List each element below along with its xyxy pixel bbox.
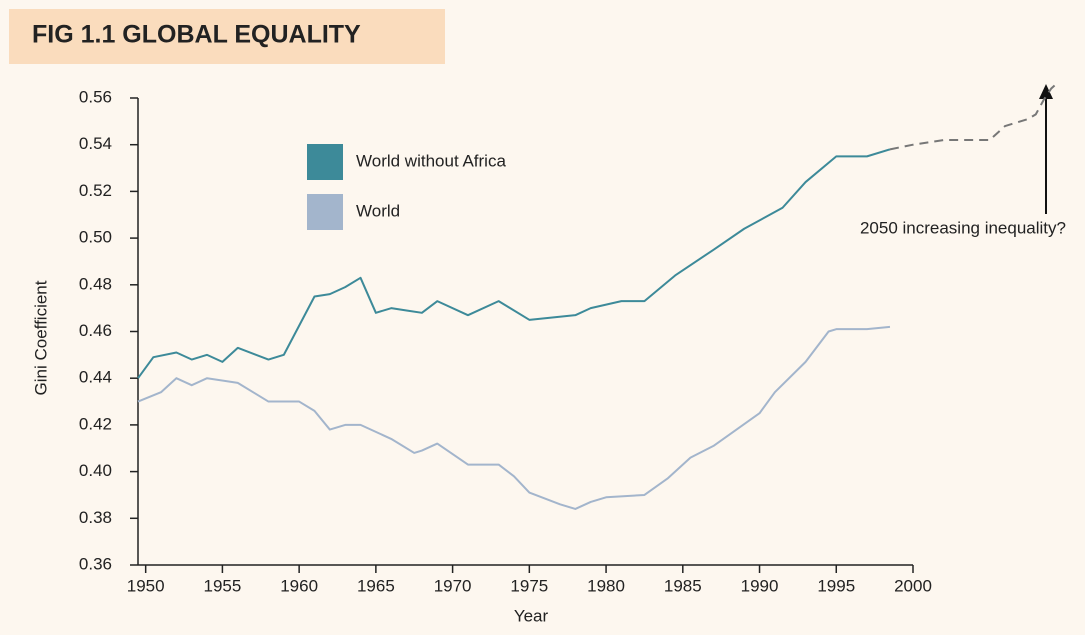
- y-tick-label: 0.48: [79, 274, 112, 293]
- x-tick-label: 1980: [587, 576, 625, 595]
- x-tick-label: 1955: [203, 576, 241, 595]
- y-axis-label: Gini Coefficient: [31, 280, 50, 395]
- y-tick-label: 0.46: [79, 321, 112, 340]
- x-tick-label: 1970: [434, 576, 472, 595]
- series-line: [137, 325, 891, 510]
- x-tick-label: 1975: [510, 576, 548, 595]
- x-tick-label: 1960: [280, 576, 318, 595]
- y-tick-label: 0.52: [79, 181, 112, 200]
- legend-swatch: [307, 194, 343, 230]
- title-box: [9, 9, 445, 64]
- chart-title: FIG 1.1 GLOBAL EQUALITY: [32, 21, 361, 49]
- x-tick-label: 1985: [664, 576, 702, 595]
- y-tick-label: 0.40: [79, 461, 112, 480]
- x-tick-label: 1950: [127, 576, 165, 595]
- x-tick-label: 2000: [894, 576, 932, 595]
- x-tick-label: 1995: [817, 576, 855, 595]
- annotation: 2050 increasing inequality?: [860, 218, 1066, 237]
- legend-label: World: [356, 201, 400, 220]
- y-tick-label: 0.36: [79, 554, 112, 573]
- legend-swatch: [307, 144, 343, 180]
- x-axis-label: Year: [514, 606, 549, 625]
- y-tick-label: 0.54: [79, 134, 112, 153]
- y-tick-label: 0.42: [79, 414, 112, 433]
- x-tick-label: 1965: [357, 576, 395, 595]
- x-tick-label: 1990: [741, 576, 779, 595]
- projection-line: [889, 80, 1060, 151]
- y-tick-label: 0.50: [79, 228, 112, 247]
- y-tick-label: 0.56: [79, 87, 112, 106]
- y-tick-label: 0.44: [79, 368, 112, 387]
- y-tick-label: 0.38: [79, 508, 112, 527]
- legend-label: World without Africa: [356, 151, 506, 170]
- arrow-head: [1039, 84, 1053, 99]
- series-line: [137, 148, 891, 379]
